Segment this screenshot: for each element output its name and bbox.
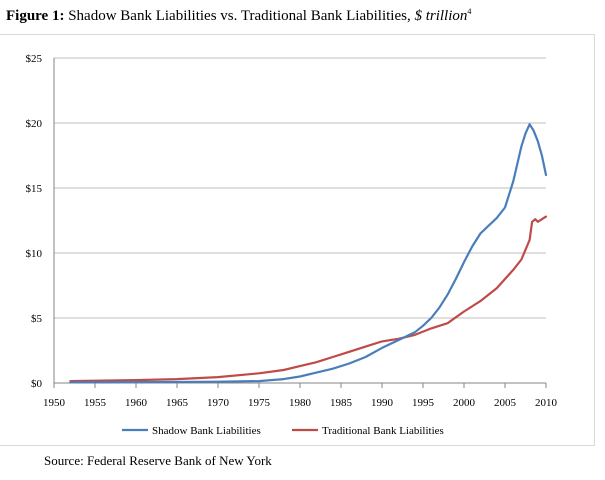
y-tick-label: $0	[31, 378, 43, 390]
x-tick-label: 2010	[535, 397, 558, 409]
x-tick-label: 1970	[207, 397, 230, 409]
y-tick-label: $25	[26, 53, 43, 65]
series-line-shadow-bank-liabilities	[69, 123, 548, 384]
x-tick-label: 1980	[289, 397, 312, 409]
x-tick-label: 1975	[248, 397, 271, 409]
x-tick-label: 1990	[371, 397, 394, 409]
legend: Shadow Bank Liabilities Traditional Bank …	[122, 425, 444, 437]
figure-units: $ trillion	[414, 8, 468, 24]
chart-frame	[0, 34, 595, 446]
x-tick-label: 1985	[330, 397, 353, 409]
y-tick-label: $10	[26, 248, 43, 260]
x-tick-label: 1950	[43, 397, 66, 409]
figure-title-text: Shadow Bank Liabilities vs. Traditional …	[68, 8, 411, 24]
figure-label: Figure 1:	[6, 8, 65, 24]
footnote-mark: 4	[467, 7, 472, 16]
series-lines	[69, 123, 548, 384]
axes: $0 $5 $10 $15 $20 $25 1950 1955 1960 1965 1970 1975…	[26, 53, 558, 409]
legend-label: Shadow Bank Liabilities	[152, 425, 261, 437]
y-tick-label: $20	[26, 118, 43, 130]
figure-title: Figure 1: Shadow Bank Liabilities vs. Tr…	[6, 6, 601, 26]
x-tick-label: 1955	[84, 397, 107, 409]
x-tick-label: 1995	[412, 397, 435, 409]
y-tick-label: $5	[31, 313, 43, 325]
x-tick-label: 2000	[453, 397, 476, 409]
source-note: Source: Federal Reserve Bank of New York	[44, 453, 272, 468]
x-tick-label: 1965	[166, 397, 189, 409]
y-tick-label: $15	[26, 183, 43, 195]
gridlines	[54, 57, 546, 384]
legend-label: Traditional Bank Liabilities	[322, 425, 444, 437]
line-chart: $0 $5 $10 $15 $20 $25 1950 1955 1960 1965 1970 1975…	[26, 53, 558, 437]
x-tick-label: 2005	[494, 397, 517, 409]
x-tick-label: 1960	[125, 397, 148, 409]
